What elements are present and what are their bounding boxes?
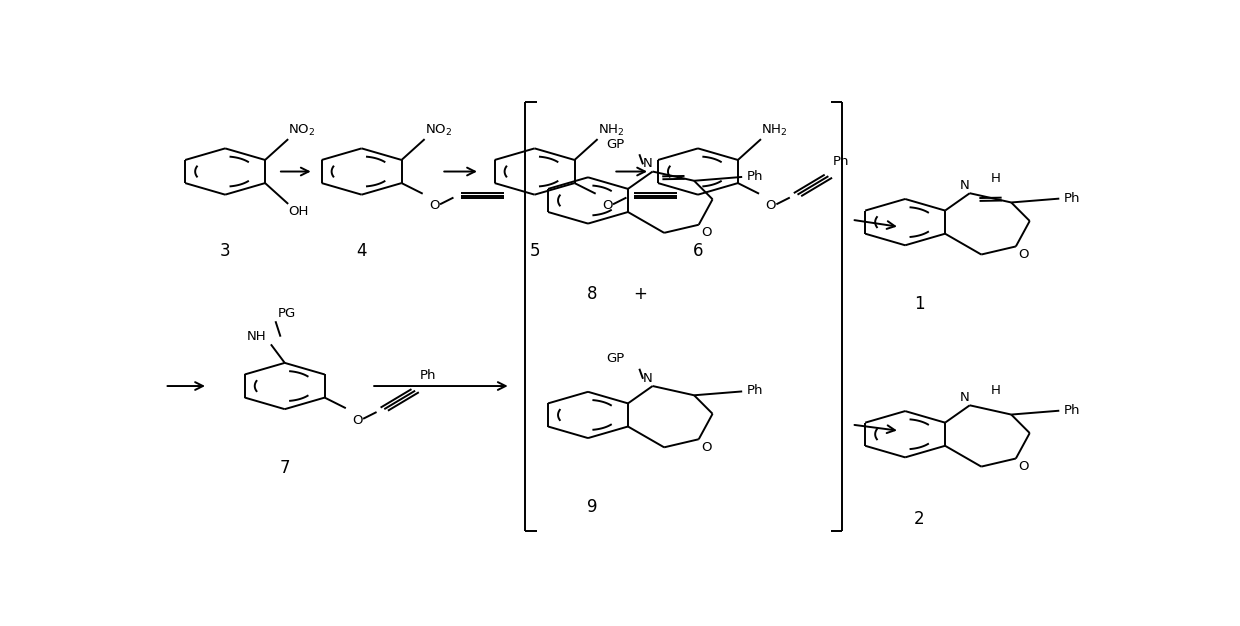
Text: 7: 7 [279,459,290,477]
Text: N: N [960,391,970,404]
Text: H: H [991,384,1001,397]
Text: GP: GP [606,138,625,151]
Text: NO$_2$: NO$_2$ [288,123,315,138]
Text: 9: 9 [587,498,598,516]
Text: O: O [1019,460,1029,473]
Text: N: N [642,157,652,170]
Text: NH$_2$: NH$_2$ [598,123,624,138]
Text: PG: PG [278,307,295,321]
Text: GP: GP [606,352,625,366]
Text: O: O [702,226,712,239]
Text: O: O [601,200,613,212]
Text: Ph: Ph [746,170,764,183]
Text: Ph: Ph [746,384,764,398]
Text: H: H [991,172,1001,185]
Text: NH: NH [247,331,267,344]
Text: Ph: Ph [420,369,436,382]
Text: 1: 1 [914,295,924,313]
Text: Ph: Ph [1064,404,1080,417]
Text: O: O [765,200,776,212]
Text: 4: 4 [356,242,367,260]
Text: 6: 6 [693,242,703,260]
Text: O: O [429,200,439,212]
Text: O: O [1019,248,1029,261]
Text: O: O [352,414,362,427]
Text: 8: 8 [587,285,598,304]
Text: 5: 5 [529,242,539,260]
Text: Ph: Ph [1064,192,1080,205]
Text: O: O [702,441,712,454]
Text: N: N [960,179,970,192]
Text: OH: OH [288,205,309,218]
Text: Ph: Ph [833,155,849,168]
Text: NH$_2$: NH$_2$ [761,123,787,138]
Text: NO$_2$: NO$_2$ [424,123,453,138]
Text: N: N [642,372,652,384]
Text: 2: 2 [914,510,924,528]
Text: +: + [634,285,647,304]
Text: 3: 3 [219,242,231,260]
